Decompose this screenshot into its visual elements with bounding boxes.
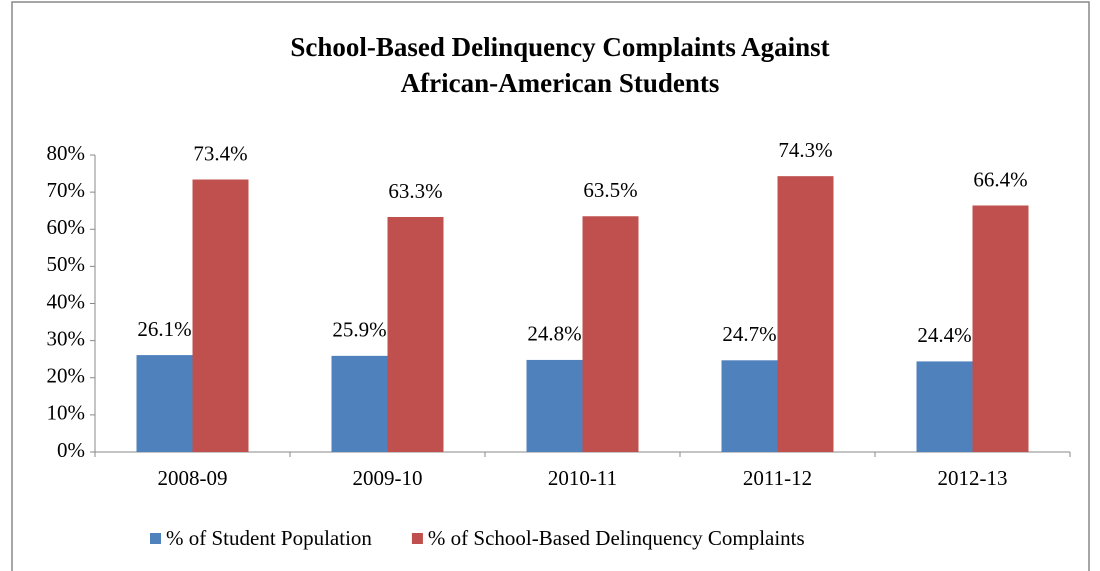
x-tick-label: 2008-09 — [158, 466, 228, 490]
x-tick-label: 2011-12 — [743, 466, 812, 490]
bar — [916, 361, 973, 452]
data-label: 74.3% — [778, 138, 832, 162]
bar — [136, 355, 193, 452]
data-label: 66.4% — [973, 167, 1027, 191]
bar — [526, 359, 583, 452]
y-tick-label: 70% — [47, 178, 86, 202]
y-tick-label: 0% — [57, 438, 85, 462]
bar — [387, 216, 444, 452]
data-label: 24.8% — [527, 322, 581, 346]
data-label: 24.4% — [917, 323, 971, 347]
data-label: 63.3% — [388, 179, 442, 203]
legend-swatch — [150, 533, 161, 544]
data-label: 63.5% — [583, 178, 637, 202]
x-tick-label: 2010-11 — [548, 466, 617, 490]
y-tick-label: 10% — [47, 401, 86, 425]
data-label: 73.4% — [193, 141, 247, 165]
y-tick-label: 80% — [47, 141, 86, 165]
y-tick-label: 20% — [47, 364, 86, 388]
chart-title: School-Based Delinquency Complaints Agai… — [290, 32, 829, 62]
y-tick-label: 40% — [47, 289, 86, 313]
bar — [582, 216, 639, 452]
bar — [192, 179, 249, 452]
y-tick-label: 60% — [47, 215, 86, 239]
bar — [721, 360, 778, 452]
legend-label: % of Student Population — [166, 526, 372, 550]
bar — [331, 355, 388, 452]
legend-swatch — [411, 533, 423, 544]
chart-title: African-American Students — [401, 68, 720, 98]
bar — [972, 205, 1029, 452]
bar — [777, 176, 834, 452]
x-tick-label: 2009-10 — [353, 466, 423, 490]
chart-border — [11, 1, 1090, 571]
y-tick-label: 50% — [47, 252, 86, 276]
data-label: 25.9% — [332, 318, 386, 342]
data-label: 24.7% — [722, 322, 776, 346]
data-label: 26.1% — [137, 317, 191, 341]
x-tick-label: 2012-13 — [938, 466, 1008, 490]
y-tick-label: 30% — [47, 326, 86, 350]
legend-label: % of School-Based Delinquency Complaints — [428, 526, 805, 550]
